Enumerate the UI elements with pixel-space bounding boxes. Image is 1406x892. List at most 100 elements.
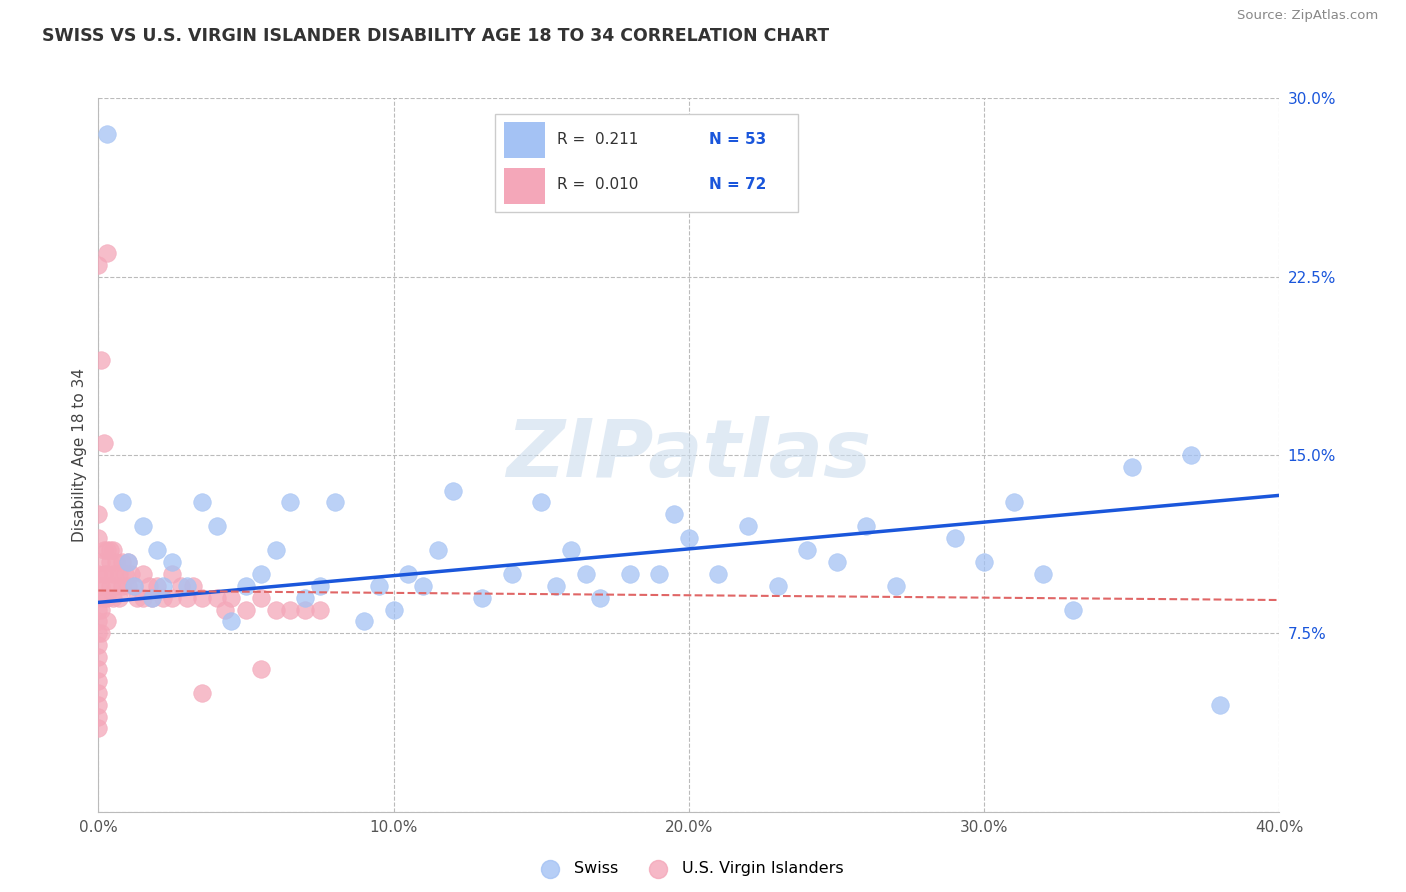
Point — [146, 543, 169, 558]
Point — [87, 638, 110, 652]
Point — [103, 566, 125, 581]
Point — [96, 127, 118, 141]
Point — [205, 591, 228, 605]
Point — [114, 566, 136, 581]
Point — [87, 258, 110, 272]
Point — [103, 591, 125, 605]
Point — [90, 555, 112, 569]
Point — [87, 615, 110, 629]
Point — [170, 579, 193, 593]
Point — [707, 566, 730, 581]
Point — [98, 555, 121, 569]
Point — [427, 543, 450, 558]
Point — [108, 566, 131, 581]
Point — [1032, 566, 1054, 581]
Point — [87, 709, 110, 723]
Point — [122, 579, 145, 593]
Point — [87, 626, 110, 640]
Point — [87, 722, 110, 736]
Point — [87, 531, 110, 545]
Point — [93, 543, 115, 558]
Point — [1002, 495, 1025, 509]
Point — [412, 579, 434, 593]
Point — [471, 591, 494, 605]
Legend: Swiss, U.S. Virgin Islanders: Swiss, U.S. Virgin Islanders — [527, 855, 851, 882]
Point — [619, 566, 641, 581]
Point — [825, 555, 848, 569]
Point — [141, 591, 163, 605]
Point — [796, 543, 818, 558]
Point — [90, 626, 112, 640]
Point — [219, 615, 242, 629]
Point — [98, 543, 121, 558]
Point — [132, 519, 155, 533]
Point — [1121, 459, 1143, 474]
Point — [560, 543, 582, 558]
Point — [90, 579, 112, 593]
Point — [96, 245, 118, 260]
Bar — [505, 122, 544, 158]
Point — [103, 543, 125, 558]
Point — [117, 555, 139, 569]
Point — [648, 566, 671, 581]
Point — [501, 566, 523, 581]
Point — [1062, 602, 1084, 616]
Point — [943, 531, 966, 545]
Text: Source: ZipAtlas.com: Source: ZipAtlas.com — [1237, 9, 1378, 22]
Point — [87, 508, 110, 522]
Point — [87, 602, 110, 616]
Point — [96, 543, 118, 558]
Point — [205, 519, 228, 533]
Point — [264, 543, 287, 558]
Point — [132, 591, 155, 605]
Point — [530, 495, 553, 509]
Point — [191, 495, 214, 509]
Text: R =  0.010: R = 0.010 — [557, 178, 638, 193]
Point — [1209, 698, 1232, 712]
Point — [278, 602, 302, 616]
Point — [98, 579, 121, 593]
Point — [737, 519, 759, 533]
Point — [382, 602, 405, 616]
Point — [87, 650, 110, 665]
Text: N = 72: N = 72 — [709, 178, 766, 193]
Point — [111, 495, 134, 509]
Point — [235, 579, 257, 593]
Point — [250, 566, 273, 581]
Point — [141, 591, 163, 605]
Point — [122, 579, 145, 593]
Point — [191, 591, 214, 605]
Point — [93, 436, 115, 450]
Point — [90, 602, 112, 616]
Point — [111, 579, 134, 593]
Point — [93, 591, 115, 605]
Point — [111, 555, 134, 569]
Point — [884, 579, 907, 593]
Point — [441, 483, 464, 498]
Point — [264, 602, 287, 616]
Point — [396, 566, 419, 581]
Point — [368, 579, 391, 593]
Point — [87, 579, 110, 593]
Point — [162, 591, 183, 605]
Point — [125, 591, 148, 605]
Point — [294, 591, 316, 605]
Text: SWISS VS U.S. VIRGIN ISLANDER DISABILITY AGE 18 TO 34 CORRELATION CHART: SWISS VS U.S. VIRGIN ISLANDER DISABILITY… — [42, 27, 830, 45]
Point — [678, 531, 700, 545]
Point — [544, 579, 567, 593]
Point — [250, 591, 273, 605]
Point — [120, 566, 142, 581]
Point — [214, 602, 236, 616]
Point — [278, 495, 302, 509]
Point — [87, 686, 110, 700]
Point — [574, 566, 596, 581]
Point — [105, 555, 128, 569]
Point — [589, 591, 612, 605]
Point — [96, 615, 118, 629]
Point — [90, 352, 112, 367]
FancyBboxPatch shape — [495, 113, 799, 212]
Text: N = 53: N = 53 — [709, 132, 766, 147]
Point — [96, 591, 118, 605]
Point — [309, 602, 332, 616]
Point — [766, 579, 789, 593]
